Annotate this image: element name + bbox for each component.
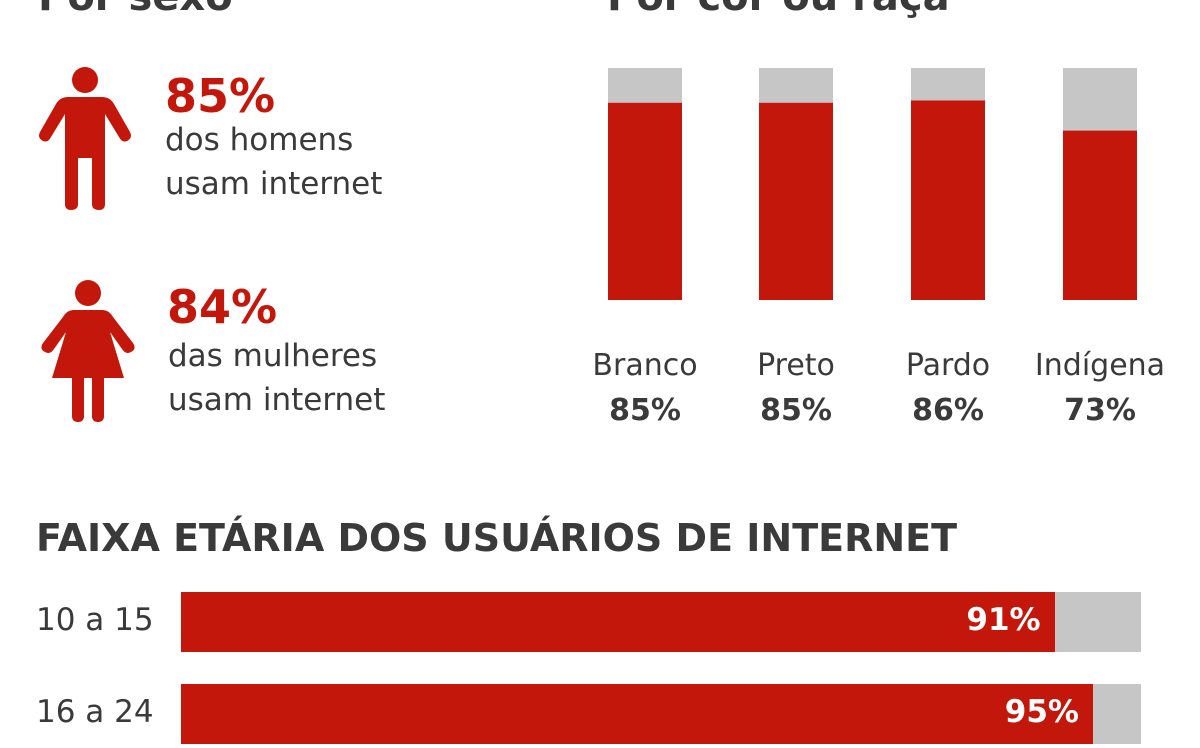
data-label-3: 73% — [1064, 393, 1136, 428]
category-label-3: Indígena — [1035, 348, 1165, 383]
section-title-sexo: Por sexo — [38, 0, 233, 20]
bar-0 — [608, 102, 682, 300]
bar-3 — [1063, 130, 1137, 300]
female-description-line-1: das mulheres — [168, 338, 378, 374]
age-row-0: 10 a 15 91% — [0, 592, 1200, 656]
age-bar-remainder-1: 95% — [181, 684, 1141, 744]
race-bar-chart: Branco 85% Preto 85% Pardo 86% Indígena 73% — [592, 68, 1165, 428]
male-description-line-2: usam internet — [165, 166, 383, 202]
age-bar-0: 91% — [181, 592, 1055, 652]
male-description-line-1: dos homens — [165, 122, 354, 158]
data-label-2: 86% — [912, 393, 984, 428]
category-label-0: Branco — [592, 348, 697, 383]
female-percentage: 84% — [167, 280, 278, 334]
age-category-label-0: 10 a 15 — [36, 602, 154, 638]
section-title-raca: Por cor ou raça — [607, 0, 950, 20]
age-data-label-0: 91% — [966, 602, 1041, 638]
age-row-1: 16 a 24 95% — [0, 684, 1200, 748]
bar-1 — [759, 102, 833, 300]
age-bar-1: 95% — [181, 684, 1093, 744]
category-label-2: Pardo — [906, 348, 990, 383]
male-description: dos homens usam internet — [165, 118, 382, 206]
male-percentage: 85% — [165, 69, 276, 123]
category-label-1: Preto — [757, 348, 835, 383]
bar-2 — [911, 100, 985, 300]
age-data-label-1: 95% — [1004, 694, 1079, 730]
female-description: das mulheres usam internet — [168, 334, 385, 422]
age-bar-remainder-0: 91% — [181, 592, 1141, 652]
age-category-label-1: 16 a 24 — [36, 694, 154, 730]
data-label-1: 85% — [760, 393, 832, 428]
data-label-0: 85% — [609, 393, 681, 428]
age-chart-title: FAIXA ETÁRIA DOS USUÁRIOS DE INTERNET — [36, 516, 958, 560]
man-icon — [39, 67, 131, 210]
female-description-line-2: usam internet — [168, 382, 386, 418]
woman-icon — [41, 280, 135, 422]
